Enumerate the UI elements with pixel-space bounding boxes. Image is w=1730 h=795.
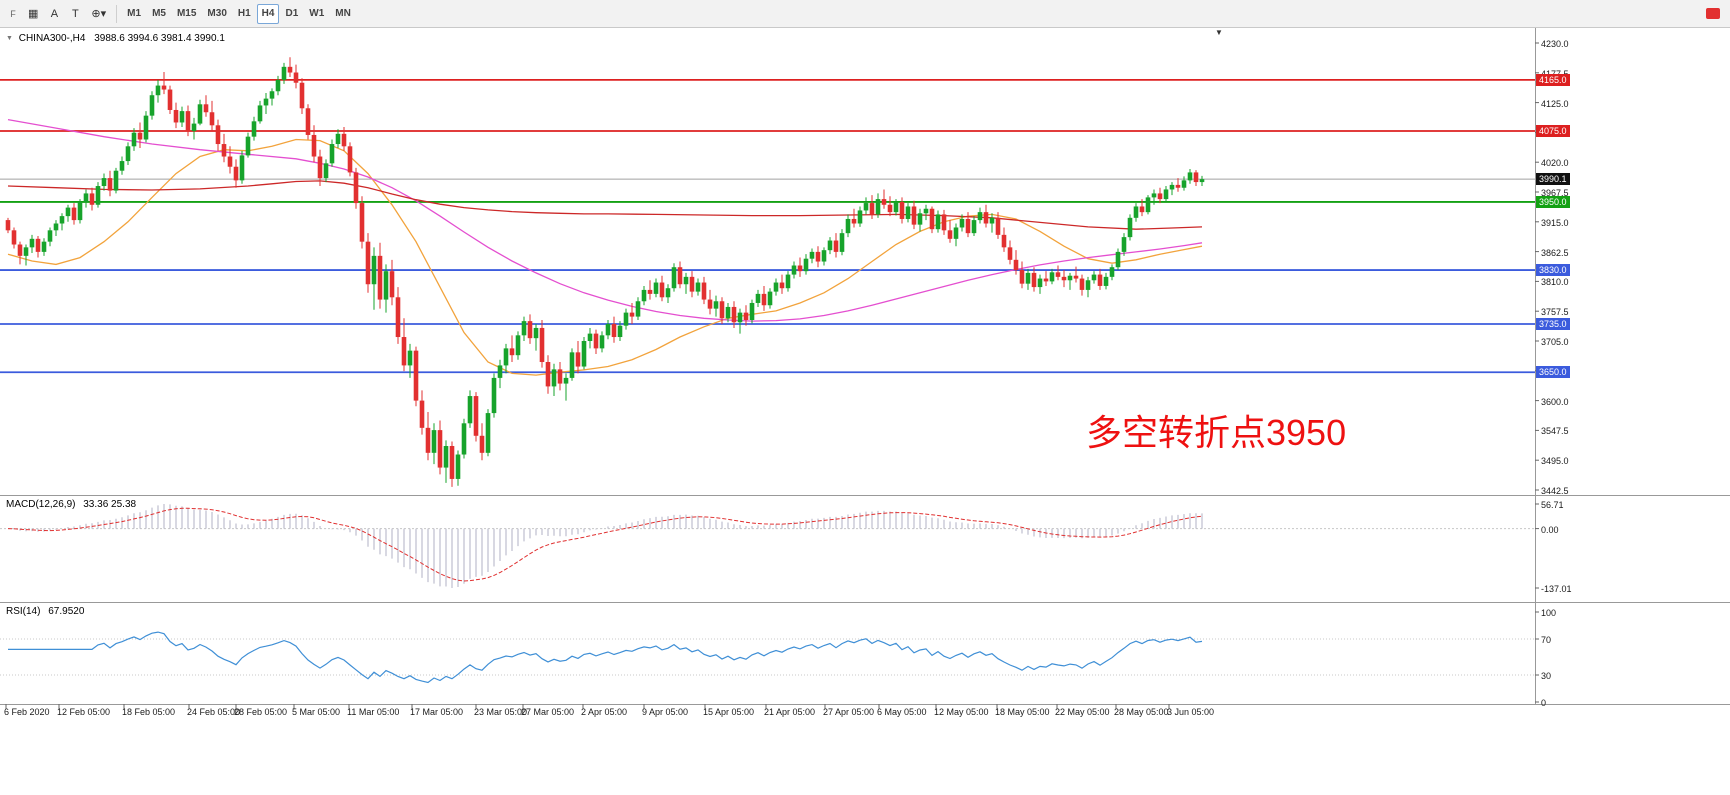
y-axis-label: 3705.0 [1541,337,1569,347]
x-axis-label: 11 Mar 05:00 [347,707,400,717]
x-axis-label: 22 May 05:00 [1055,707,1110,717]
alert-badge[interactable] [1706,8,1720,19]
rsi-title: RSI(14) [6,606,41,617]
x-axis-label: 18 Feb 05:00 [122,707,176,717]
toolbar: F ▦ A T ⊕▾ M1 M5 M15 M30 H1 H4 D1 W1 MN [0,0,1730,28]
macd-axis-label: 0.00 [1541,524,1559,535]
rsi-axis-label: 70 [1541,635,1552,645]
chart-annotation-text: 多空转折点3950 [1086,412,1347,453]
macd-axis-label: 56.71 [1541,500,1564,510]
x-axis-label: 6 Feb 2020 [4,707,50,717]
x-axis-label: 27 Mar 05:00 [521,707,575,717]
y-axis-label: 3810.0 [1541,277,1569,288]
y-axis-label: 3495.0 [1541,456,1569,467]
x-axis-label: 2 Apr 05:00 [581,707,628,717]
y-axis-label: 3757.5 [1541,307,1569,318]
rsi-title-bar: RSI(14) 67.9520 [6,606,84,617]
timeframe-button-m1[interactable]: M1 [127,8,142,19]
timeframe-group: M1 M5 M15 M30 H1 H4 D1 W1 MN [122,3,356,24]
current-price-badge: 3990.1 [1536,173,1570,186]
y-axis-label: 3600.0 [1541,396,1569,407]
rsi-value: 67.9520 [48,606,85,617]
x-axis-label: 28 Feb 05:00 [234,707,288,717]
x-axis-label: 6 May 05:00 [877,707,927,717]
x-axis-label: 15 Apr 05:00 [703,707,755,717]
chart-window-icon[interactable]: ▦ [28,8,39,20]
y-axis-label: 4125.0 [1541,98,1569,109]
dock-tab-f[interactable]: F [10,8,16,19]
macd-values: 33.36 25.38 [83,499,137,510]
collapse-triangle-icon[interactable]: ▼ [6,35,13,42]
timeframe-button-m5[interactable]: M5 [152,8,166,19]
macd-axis-label: -137.01 [1541,584,1572,594]
y-axis-label: 4177.5 [1541,69,1569,79]
price-level-badge: 3950.0 [1536,195,1570,208]
y-axis-label: 4230.0 [1541,39,1569,49]
x-axis-label: 28 May 05:00 [1114,707,1169,717]
timeframe-button-m15[interactable]: M15 [176,8,197,19]
shapes-tool-button[interactable]: ⊕▾ [91,8,107,20]
symbol-timeframe-label: CHINA300-,H4 [18,33,86,44]
x-axis-label: 18 May 05:00 [995,707,1050,717]
y-axis-label: 3915.0 [1541,217,1569,228]
timeframe-button-mn[interactable]: MN [335,8,351,19]
y-axis-label: 3862.5 [1541,247,1569,258]
price-level-badge: 4075.0 [1536,124,1570,137]
price-level-badge: 3830.0 [1536,264,1570,277]
rsi-axis-label: 30 [1541,671,1552,681]
timeframe-button-m30[interactable]: M30 [207,8,227,19]
y-axis-label: 4020.0 [1541,158,1569,169]
timeframe-button-d1[interactable]: D1 [285,8,299,19]
x-axis-label: 24 Feb 05:00 [187,707,241,717]
chart-shift-marker[interactable]: ▼ [1215,28,1223,37]
x-axis-label: 27 Apr 05:00 [823,707,875,717]
x-axis-label: 3 Jun 05:00 [1167,707,1215,717]
annotation-arrow-button[interactable]: A [50,7,59,20]
x-axis-label: 5 Mar 05:00 [292,707,341,717]
chart-title-bar: ▼ CHINA300-,H4 3988.6 3994.6 3981.4 3990… [6,33,225,44]
rsi-axis-label: 0 [1541,698,1547,708]
x-axis-label: 23 Mar 05:00 [474,707,528,717]
x-axis-label: 17 Mar 05:00 [410,707,464,717]
macd-title-bar: MACD(12,26,9) 33.36 25.38 [6,499,136,510]
x-axis-label: 12 Feb 05:00 [57,707,111,717]
text-tool-button[interactable]: T [72,7,79,20]
draw-tools-group: ▦ A T ⊕▾ [23,4,111,24]
x-axis-label: 9 Apr 05:00 [642,707,689,717]
macd-title: MACD(12,26,9) [6,499,76,510]
x-axis-label: 12 May 05:00 [934,707,989,717]
rsi-axis-label: 100 [1541,608,1557,618]
y-axis-label: 3442.5 [1541,486,1569,496]
y-axis-label: 3547.5 [1541,426,1569,437]
price-level-badge: 3735.0 [1536,317,1570,330]
timeframe-button-w1[interactable]: W1 [309,8,325,19]
timeframe-button-h4[interactable]: H4 [256,3,280,24]
price-level-badge: 4165.0 [1536,73,1570,86]
timeframe-button-h1[interactable]: H1 [237,8,251,19]
ohlc-values: 3988.6 3994.6 3981.4 3990.1 [94,33,225,44]
y-axis-label: 3967.5 [1541,188,1569,198]
x-axis-label: 21 Apr 05:00 [764,707,816,717]
toolbar-separator [116,4,118,23]
price-level-badge: 3650.0 [1536,366,1570,379]
